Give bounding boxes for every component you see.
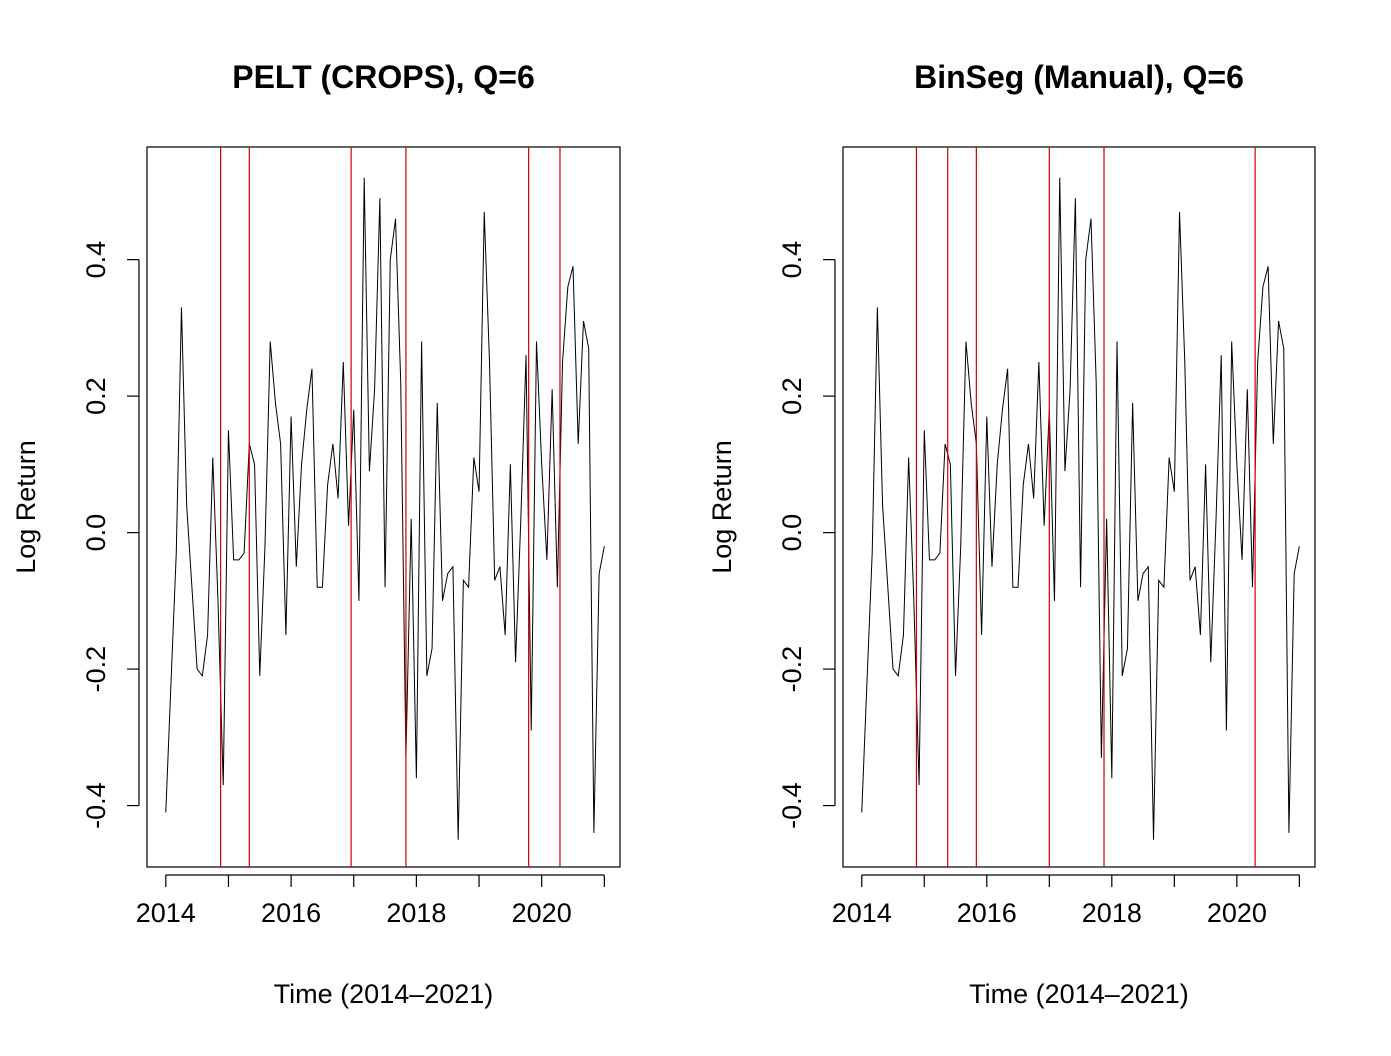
- y-axis-label: Log Return: [707, 440, 737, 574]
- x-tick-label: 2016: [957, 898, 1017, 928]
- y-tick-label: -0.4: [777, 782, 807, 829]
- x-tick-label: 2018: [1082, 898, 1142, 928]
- x-tick-label: 2020: [1207, 898, 1267, 928]
- y-tick-label: 0.0: [777, 514, 807, 552]
- series-line: [165, 177, 605, 840]
- y-tick-label: -0.2: [81, 646, 111, 693]
- x-tick-label: 2014: [832, 898, 892, 928]
- y-tick-label: -0.4: [81, 782, 111, 829]
- chart-title: BinSeg (Manual), Q=6: [914, 59, 1244, 95]
- x-tick-label: 2014: [136, 898, 196, 928]
- y-tick-label: 0.4: [777, 241, 807, 279]
- x-tick-label: 2016: [261, 898, 321, 928]
- series-line: [861, 177, 1300, 840]
- x-tick-label: 2018: [386, 898, 446, 928]
- plot-frame: [146, 146, 621, 868]
- x-axis-label: Time (2014–2021): [274, 979, 494, 1009]
- y-tick-label: 0.0: [81, 514, 111, 552]
- panel-pelt: PELT (CROPS), Q=6 2014 2016 2018 2020 -0.4 -0.…: [11, 59, 621, 1009]
- y-tick-label: -0.2: [777, 646, 807, 693]
- y-tick-label: 0.4: [81, 241, 111, 279]
- y-tick-label: 0.2: [777, 377, 807, 415]
- y-axis-label: Log Return: [11, 440, 41, 574]
- x-axis-label: Time (2014–2021): [969, 979, 1189, 1009]
- plot-frame: [842, 146, 1316, 868]
- y-tick-label: 0.2: [81, 377, 111, 415]
- x-tick-label: 2020: [512, 898, 572, 928]
- chart-title: PELT (CROPS), Q=6: [232, 59, 535, 95]
- panel-binseg: BinSeg (Manual), Q=6 2014 2016 2018 2020 -0.4…: [707, 59, 1316, 1009]
